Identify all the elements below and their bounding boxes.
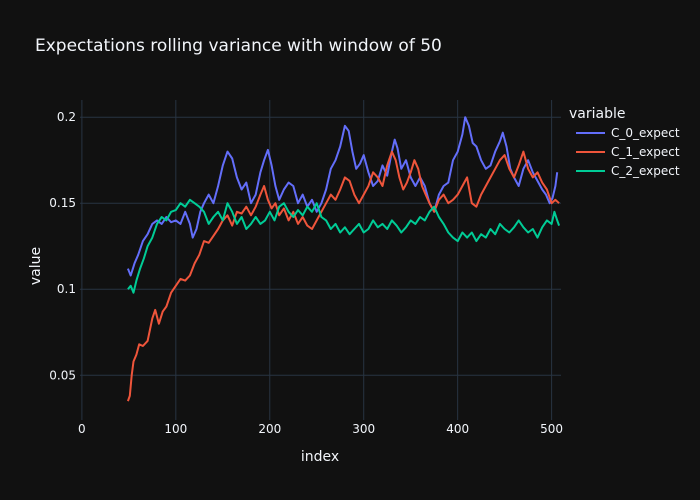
y-tick-label: 0.15 xyxy=(49,196,76,210)
legend-label: C_2_expect xyxy=(611,164,680,178)
x-axis-title: index xyxy=(301,449,339,465)
y-tick-label: 0.05 xyxy=(49,368,76,382)
x-tick-label: 100 xyxy=(164,422,187,436)
legend-label: C_1_expect xyxy=(611,145,680,159)
series-line-C_0_expect xyxy=(126,116,559,277)
x-tick-label: 300 xyxy=(352,422,375,436)
legend-item-C_2_expect[interactable]: C_2_expect xyxy=(576,164,680,178)
legend-item-C_0_expect[interactable]: C_0_expect xyxy=(576,126,680,140)
legend-items: C_0_expect C_1_expect C_2_expect xyxy=(576,126,680,178)
x-axis-ticks: 0 100 200 300 400 500 xyxy=(78,422,563,436)
x-tick-label: 0 xyxy=(78,422,86,436)
y-tick-label: 0.1 xyxy=(57,282,76,296)
series-line-C_2_expect xyxy=(127,198,561,294)
y-axis-title: value xyxy=(28,247,44,285)
x-tick-label: 500 xyxy=(540,422,563,436)
legend-title: variable xyxy=(569,106,625,122)
y-axis-ticks: 0.05 0.1 0.15 0.2 xyxy=(49,110,76,382)
chart-title: Expectations rolling variance with windo… xyxy=(35,36,442,56)
legend: variable C_0_expect C_1_expect C_2_expect xyxy=(569,106,680,178)
series-line-C_1_expect xyxy=(126,150,560,402)
legend-label: C_0_expect xyxy=(611,126,680,140)
y-tick-label: 0.2 xyxy=(57,110,76,124)
legend-item-C_1_expect[interactable]: C_1_expect xyxy=(576,145,680,159)
x-tick-label: 200 xyxy=(258,422,281,436)
x-tick-label: 400 xyxy=(446,422,469,436)
series-lines xyxy=(126,116,561,402)
